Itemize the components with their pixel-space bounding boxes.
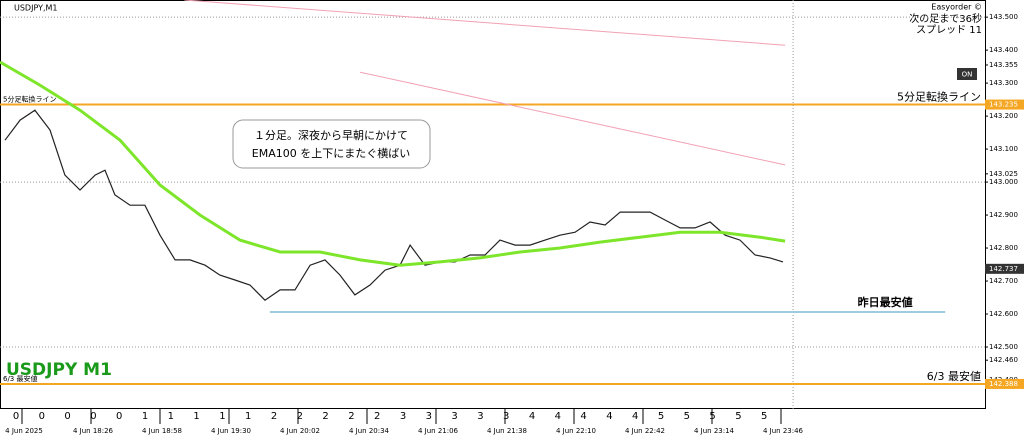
annotation-box (232, 119, 431, 169)
watermark: USDJPY M1 (6, 360, 112, 380)
y-tick-label: 143.400 (989, 46, 1018, 54)
counter-digit: 1 (245, 411, 251, 422)
counter-digit: 5 (684, 411, 690, 422)
y-tick-label: 142.500 (989, 343, 1018, 351)
price-line (359, 71, 786, 166)
counter-digit: 5 (735, 411, 741, 422)
level-label: 昨日最安値 (858, 295, 913, 309)
counter-digit: 2 (374, 411, 380, 422)
counter-digit: 1 (142, 411, 148, 422)
y-tick-label: 142.800 (989, 244, 1018, 252)
y-tick-label: 143.300 (989, 79, 1018, 87)
annotation: EMA100 を上下にまたぐ横ばい (252, 146, 410, 160)
y-tick-label: 143.100 (989, 145, 1018, 153)
level-label-small: 5分足転換ライン (3, 95, 56, 104)
counter-digit: 2 (271, 411, 277, 422)
y-tick-label: 143.200 (989, 112, 1018, 120)
counter-digit: 3 (426, 411, 432, 422)
on-button-label[interactable]: ON (962, 71, 973, 79)
next-bar: 次の足まで36秒 (909, 12, 982, 25)
x-tick-label: 4 Jun 18:26 (73, 427, 114, 435)
tool-name: Easyorder © (931, 3, 982, 12)
price-box-label: 143.235 (989, 101, 1018, 109)
current-price: 142.737 (989, 265, 1018, 273)
counter-digit: 3 (477, 411, 483, 422)
y-tick-label: 142.600 (989, 310, 1018, 318)
annotation: １分足。深夜から早朝にかけて (254, 128, 408, 142)
price-box-label: 142.388 (989, 380, 1018, 388)
on-button[interactable] (957, 68, 977, 80)
price-box (985, 99, 1024, 110)
x-tick-label: 4 Jun 22:10 (556, 427, 596, 435)
x-tick-label: 4 Jun 2025 (5, 427, 43, 435)
counter-digit: 2 (322, 411, 328, 422)
x-tick-label: 4 Jun 21:06 (418, 427, 459, 435)
x-tick-label: 4 Jun 20:02 (280, 427, 320, 435)
level-label-small: 6/3 最安値 (3, 374, 38, 383)
counter-digit: 4 (632, 411, 638, 422)
counter-digit: 5 (761, 411, 767, 422)
y-tick-label: 143.500 (989, 13, 1018, 21)
counter-digit: 2 (297, 411, 303, 422)
counter-digit: 4 (580, 411, 586, 422)
counter-digit: 4 (606, 411, 612, 422)
price-line (0, 60, 786, 267)
counter-digit: 2 (348, 411, 354, 422)
y-tick-label: 143.355 (989, 61, 1018, 69)
symbol: USDJPY,M1 (14, 4, 58, 13)
counter-digit: 1 (219, 411, 225, 422)
current-price-box (985, 263, 1024, 274)
spread: スプレッド 11 (916, 24, 982, 36)
plot-frame (0, 0, 986, 409)
price-box (985, 378, 1024, 389)
counter-digit: 3 (503, 411, 509, 422)
counter-digit: 5 (709, 411, 715, 422)
counter-digit: 0 (13, 411, 19, 422)
counter-digit: 1 (193, 411, 199, 422)
counter-digit: 3 (400, 411, 406, 422)
x-tick-label: 4 Jun 20:34 (349, 427, 390, 435)
x-tick-label: 4 Jun 21:38 (487, 427, 527, 435)
y-tick-label: 143.000 (989, 178, 1018, 186)
counter-digit: 1 (168, 411, 174, 422)
x-tick-label: 4 Jun 22:42 (625, 427, 665, 435)
counter-digit: 3 (451, 411, 457, 422)
level-label: 5分足転換ライン (897, 91, 981, 104)
level-label: 6/3 最安値 (927, 369, 981, 383)
counter-digit: 4 (555, 411, 561, 422)
counter-digit: 4 (529, 411, 535, 422)
y-tick-label: 142.460 (989, 356, 1018, 364)
x-tick-label: 4 Jun 23:46 (763, 427, 804, 435)
price-line (4, 109, 784, 301)
y-tick-label: 142.700 (989, 277, 1018, 285)
counter-digit: 5 (658, 411, 664, 422)
counter-digit: 0 (64, 411, 70, 422)
x-tick-label: 4 Jun 18:58 (142, 427, 182, 435)
price-line (184, 0, 786, 46)
counter-digit: 0 (39, 411, 45, 422)
y-tick-label: 142.900 (989, 211, 1018, 219)
y-tick-label: 143.025 (989, 170, 1018, 178)
x-tick-label: 4 Jun 19:30 (211, 427, 251, 435)
counter-digit: 0 (116, 411, 122, 422)
x-tick-label: 4 Jun 23:14 (694, 427, 735, 435)
counter-digit: 0 (90, 411, 96, 422)
